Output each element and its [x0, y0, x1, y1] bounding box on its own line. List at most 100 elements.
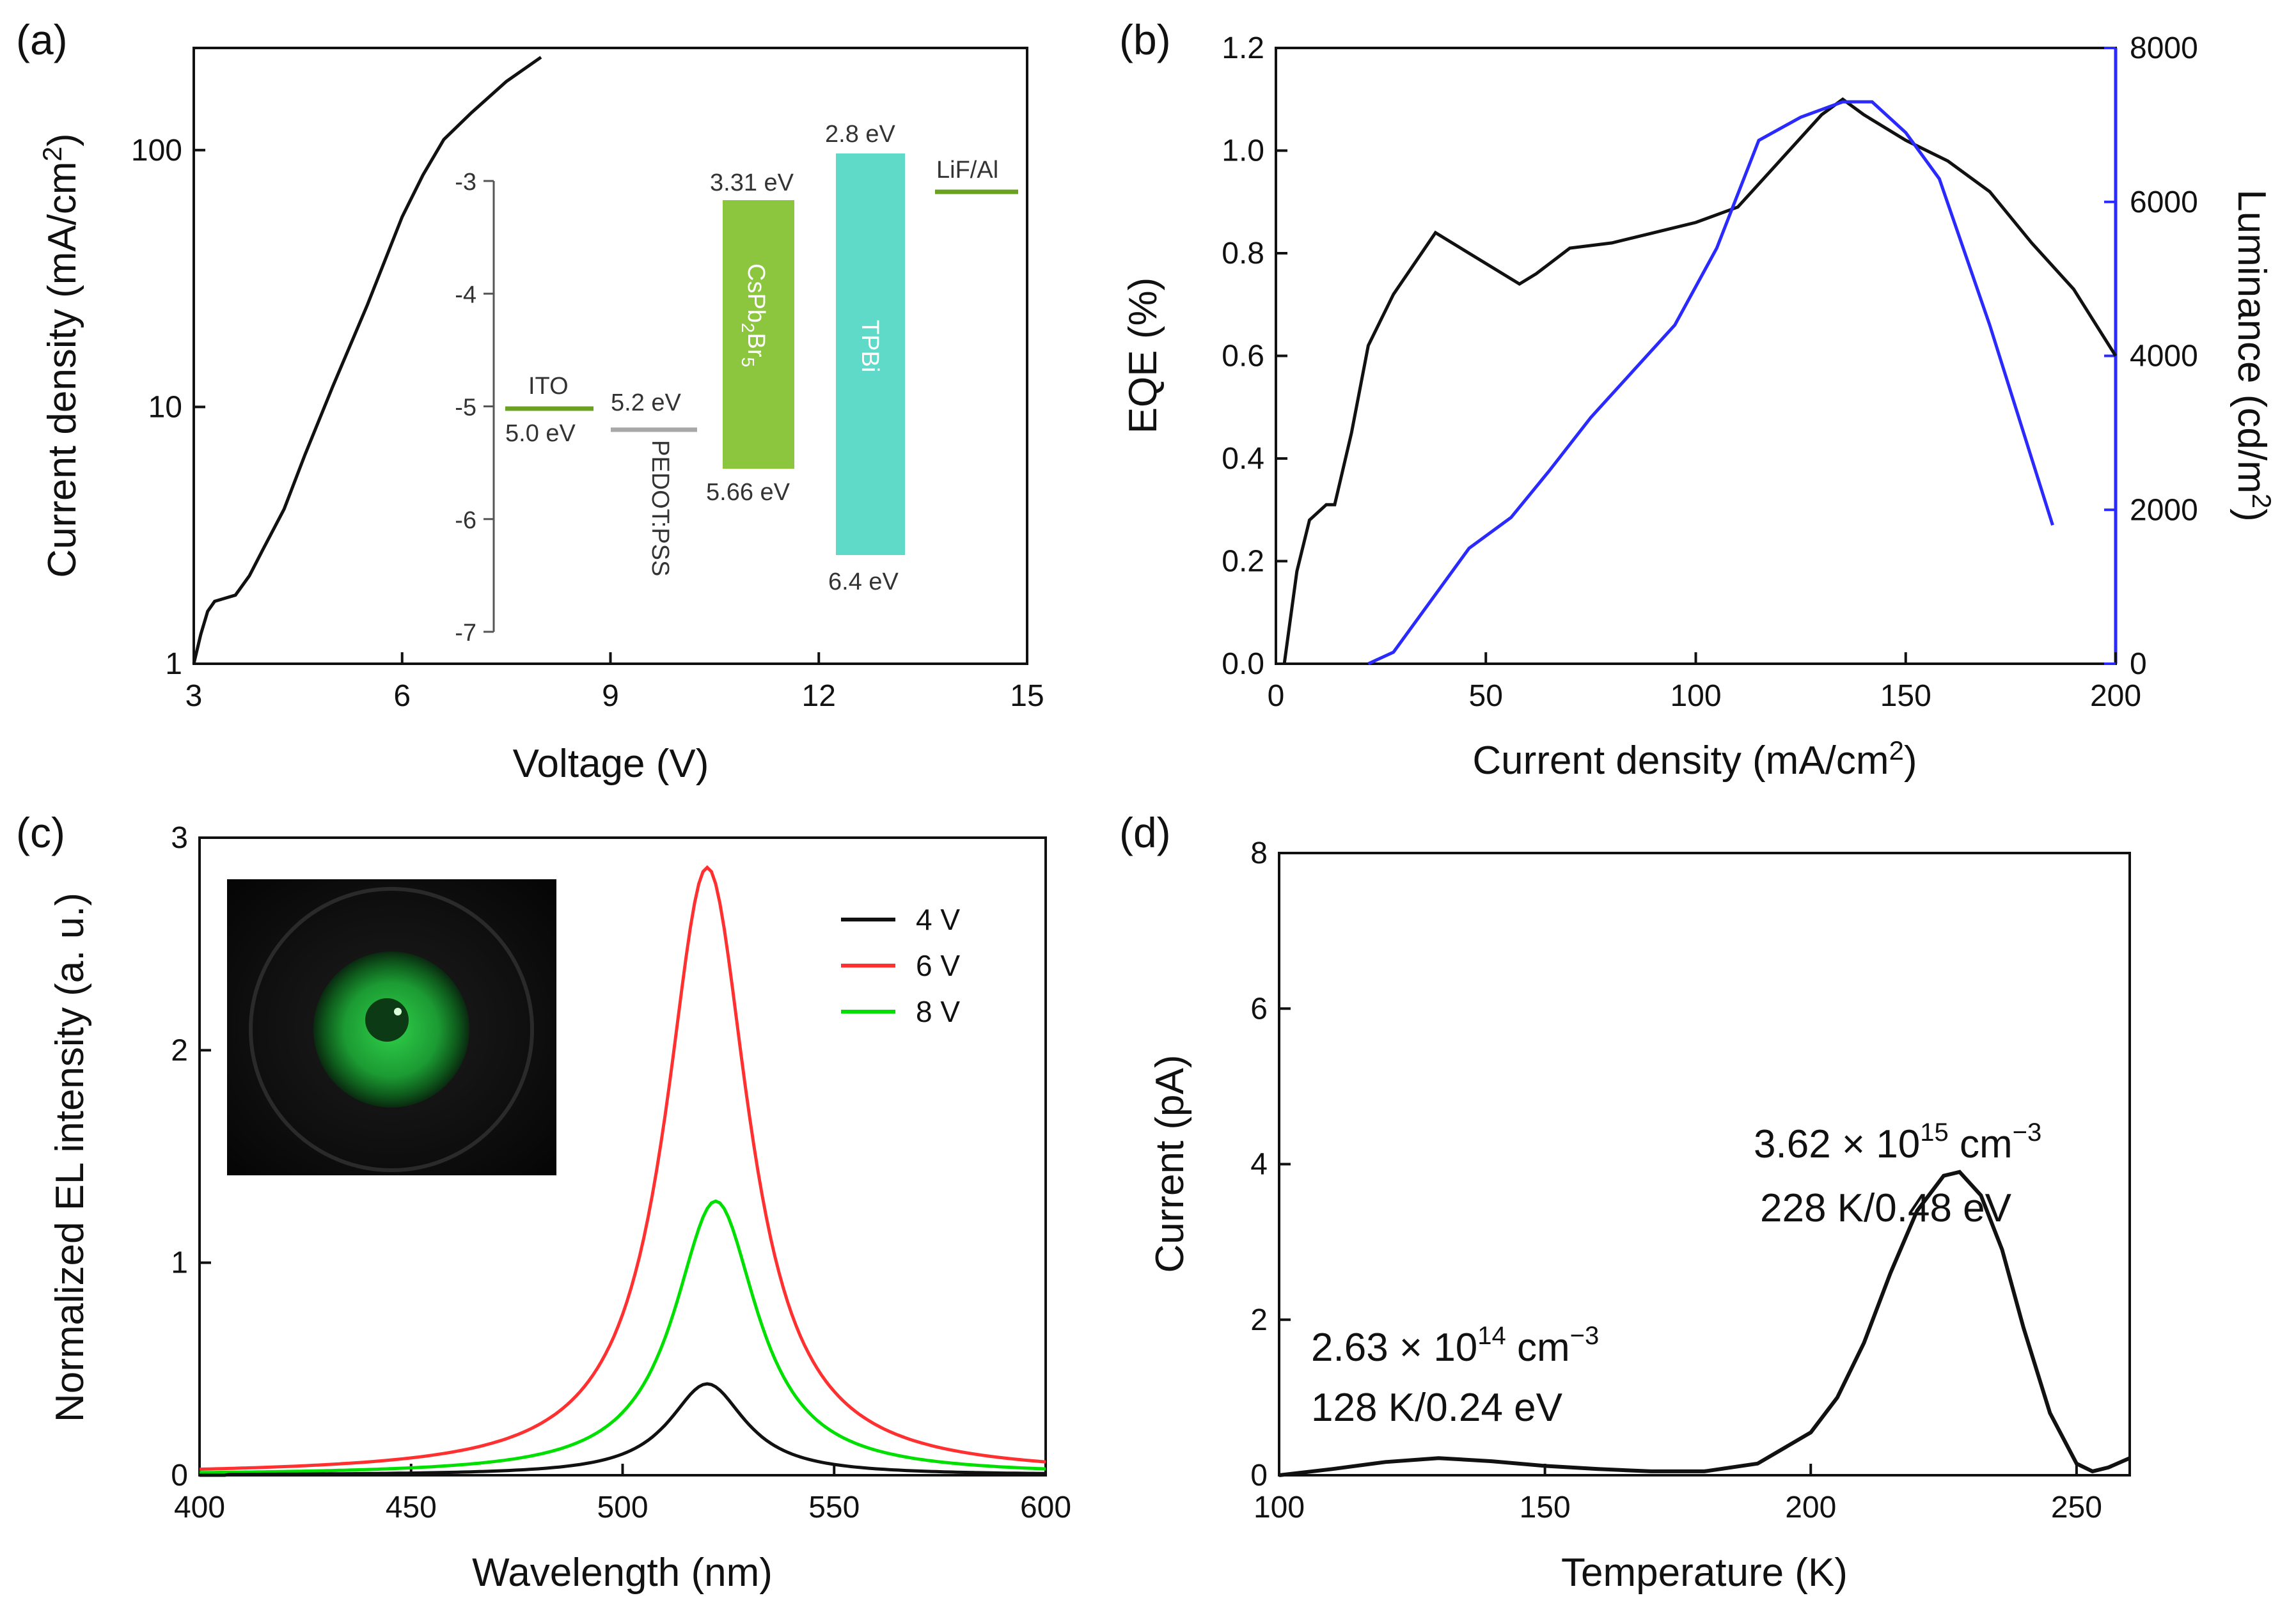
panel-c-x-tick-label: 550	[808, 1491, 860, 1524]
panel-c-y-ticks: 0 1 2 3	[171, 821, 211, 1493]
panel-c-x-tick-label: 450	[386, 1491, 437, 1524]
panel-d-x-tick-label: 250	[2051, 1491, 2102, 1524]
panel-d-x-tick-label: 200	[1785, 1491, 1836, 1524]
pedot-name: PEDOT:PSS	[647, 440, 673, 576]
panel-b-x-ticks: 0 50 100 150 200	[1268, 652, 2141, 713]
panel-b-x-tick-label: 50	[1469, 679, 1503, 713]
panel-b-y-tick-label: 0.8	[1222, 237, 1264, 270]
panel-b-label: (b)	[1119, 16, 1171, 63]
panel-b-chart: (b) 0 50 100 150 200 0.0 0.2 0.4 0.6 0.8 1.0 1.2 0…	[1119, 16, 2277, 783]
panel-b-y-tick-label: 1.2	[1222, 31, 1264, 65]
panel-d-y-tick-label: 0	[1250, 1459, 1268, 1493]
peak-high-energy: 228 K/0.48 eV	[1760, 1186, 2012, 1230]
cspb2br5-top-label: 3.31 eV	[710, 169, 794, 196]
panel-a-y-tick-label: 10	[148, 390, 182, 424]
panel-d-y-tick-label: 4	[1250, 1148, 1268, 1182]
spectrum-6v	[199, 865, 1046, 1471]
panel-b-x-axis-title: Current density (mA/cm2)	[1472, 735, 1917, 783]
energy-axis-ticks: -3 -4 -5 -6 -7	[455, 169, 494, 646]
panel-b-y2-tick-label: 0	[2130, 647, 2147, 681]
panel-b-y-tick-label: 0.4	[1222, 442, 1264, 476]
panel-b-y2-ticks: 0 2000 4000 6000 8000	[2104, 31, 2198, 681]
panel-b-y2-axis-title: Luminance (cd/m2)	[2229, 189, 2277, 522]
panel-a-x-axis-title: Voltage (V)	[513, 742, 709, 786]
panel-c-x-tick-label: 600	[1020, 1491, 1071, 1524]
panel-b-x-tick-label: 100	[1670, 679, 1721, 713]
energy-axis-tick-label: -5	[455, 395, 476, 421]
cspb2br5-bottom-label: 5.66 eV	[706, 479, 790, 506]
panel-b-frame	[1275, 47, 2117, 665]
energy-level-diagram: -3 -4 -5 -6 -7 ITO 5.0 eV 5.2 eV PEDOT:PSS 3…	[455, 121, 1018, 646]
panel-b-x-tick-label: 150	[1880, 679, 1931, 713]
panel-b-y-axis-title: EQE (%)	[1121, 278, 1165, 434]
panel-a-y-tick-label: 100	[131, 134, 182, 168]
energy-axis-tick-label: -3	[455, 169, 476, 196]
panel-b-y2-tick-label: 2000	[2130, 493, 2198, 527]
ito-level-label: 5.0 eV	[505, 420, 576, 447]
legend-label-4v: 4 V	[916, 903, 960, 936]
peak-low-density: 2.63 × 1014 cm−3	[1311, 1322, 1599, 1370]
panel-c-x-tick-label: 400	[174, 1491, 225, 1524]
peak-annotation-low: 2.63 × 1014 cm−3 128 K/0.24 eV	[1311, 1322, 1599, 1430]
ito-name: ITO	[528, 373, 569, 400]
cspb2br5-band	[723, 200, 794, 469]
device-photo	[227, 879, 556, 1175]
panel-d-y-tick-label: 6	[1250, 992, 1268, 1026]
spectrum-4v	[200, 1382, 1046, 1477]
panel-d-x-tick-label: 100	[1254, 1491, 1305, 1524]
panel-b-y-tick-label: 1.0	[1222, 134, 1264, 168]
panel-a-x-tick-label: 12	[802, 679, 836, 713]
panel-b-x-tick-label: 200	[2090, 679, 2141, 713]
tpbi-name: TPBi	[856, 320, 883, 372]
panel-a-x-tick-label: 9	[602, 679, 619, 713]
panel-c-y-tick-label: 0	[171, 1459, 188, 1493]
tpbi-top-label: 2.8 eV	[825, 121, 896, 148]
panel-a-x-ticks: 3 6 9 12 15	[185, 652, 1044, 713]
peak-annotation-high: 3.62 × 1015 cm−3 228 K/0.48 eV	[1754, 1118, 2041, 1230]
panel-c-y-axis-title: Normalized EL intensity (a. u.)	[48, 893, 92, 1422]
cspb2br5-name: CsPb2Br5	[738, 263, 769, 367]
panel-a-x-tick-label: 15	[1010, 679, 1044, 713]
panel-c-x-axis-title: Wavelength (nm)	[472, 1551, 773, 1595]
peak-high-density: 3.62 × 1015 cm−3	[1754, 1118, 2041, 1166]
panel-b-y-tick-label: 0.2	[1222, 545, 1264, 579]
panel-d-x-ticks: 100 150 200 250	[1254, 1464, 2102, 1524]
panel-b-y2-tick-label: 8000	[2130, 31, 2198, 65]
panel-d-y-tick-label: 2	[1250, 1303, 1268, 1337]
panel-c-x-tick-label: 500	[597, 1491, 648, 1524]
panel-d-x-axis-title: Temperature (K)	[1561, 1551, 1848, 1595]
panel-a-y-tick-label: 1	[165, 647, 182, 681]
energy-axis-tick-label: -7	[455, 620, 476, 646]
spectrum-8v	[199, 1199, 1046, 1475]
panel-d-y-ticks: 0 2 4 6 8	[1250, 836, 1291, 1493]
pedot-level-label: 5.2 eV	[611, 389, 682, 416]
tpbi-bottom-label: 6.4 eV	[828, 568, 899, 595]
panel-c-legend: 4 V 6 V 8 V	[841, 903, 960, 1028]
panel-c-x-ticks: 400 450 500 550 600	[174, 1464, 1071, 1524]
panel-d-y-tick-label: 8	[1250, 836, 1268, 870]
panel-d-y-axis-title: Current (pA)	[1148, 1054, 1192, 1273]
panel-c-chart: (c) 400 450 500 550 600 0 1 2 3	[16, 809, 1071, 1595]
panel-b-y-ticks: 0.0 0.2 0.4 0.6 0.8 1.0 1.2	[1222, 31, 1287, 681]
panel-d-chart: (d) 100 150 200 250 0 2 4 6 8 3.62 × 1015 cm−3 …	[1119, 809, 2131, 1595]
panel-a-x-tick-label: 6	[393, 679, 411, 713]
panel-a-x-tick-label: 3	[185, 679, 203, 713]
energy-axis-tick-label: -4	[455, 281, 476, 308]
panel-b-x-tick-label: 0	[1268, 679, 1285, 713]
panel-a-y-axis-title: Current density (mA/cm2)	[37, 133, 84, 577]
panel-d-label: (d)	[1119, 809, 1171, 856]
panel-a-jv-curve	[192, 56, 542, 664]
panel-b-y-tick-label: 0.6	[1222, 340, 1264, 373]
panel-c-y-tick-label: 1	[171, 1246, 188, 1280]
panel-c-y-tick-label: 2	[171, 1033, 188, 1067]
panel-b-y-tick-label: 0.0	[1222, 647, 1264, 681]
panel-d-x-tick-label: 150	[1520, 1491, 1571, 1524]
panel-c-y-tick-label: 3	[171, 821, 188, 855]
lif-al-name: LiF/Al	[936, 157, 998, 184]
panel-c-label: (c)	[16, 809, 65, 856]
panel-c-spectra	[199, 865, 1046, 1477]
legend-label-6v: 6 V	[916, 949, 960, 982]
panel-a-chart: (a) 3 6 9 12 15 1 10 100 Voltage (V) Current d…	[16, 16, 1044, 786]
panel-d-dlts-curve	[1278, 1170, 2131, 1477]
